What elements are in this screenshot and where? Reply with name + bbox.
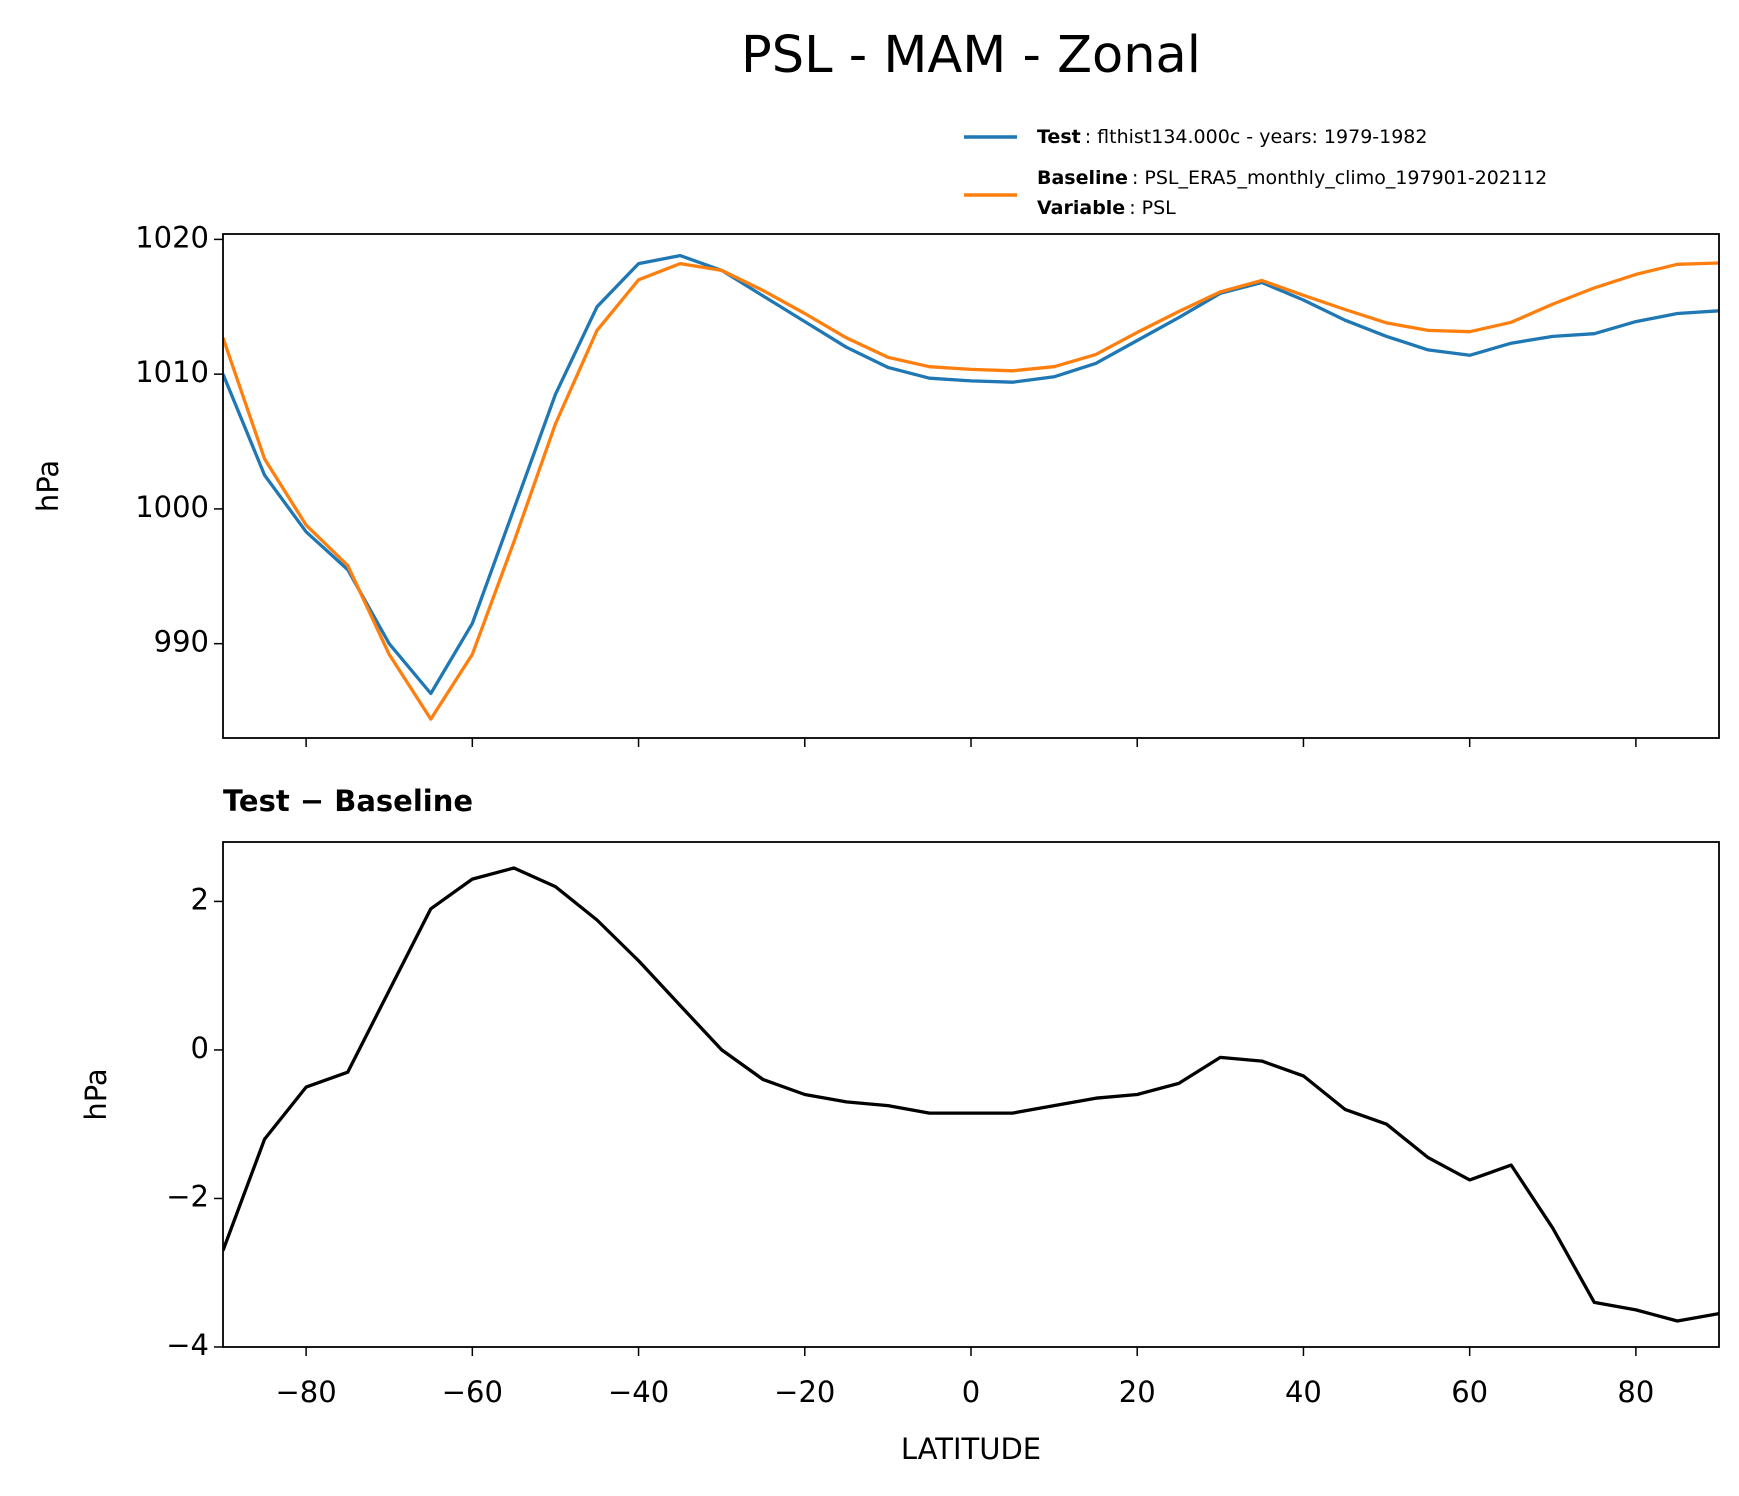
data-line (223, 866, 1719, 1323)
axes-frame (222, 233, 1720, 739)
y-axis-label: hPa (31, 460, 65, 512)
legend-description: : PSL_ERA5_monthly_climo_197901-202112 (1132, 167, 1547, 189)
subplot-title: Test − Baseline (223, 784, 473, 818)
y-tick-label: 0 (191, 1031, 209, 1065)
y-tick-label: 1010 (135, 355, 209, 389)
x-tick-label: −80 (276, 1375, 337, 1409)
y-tick-label: −4 (166, 1328, 209, 1362)
legend-entry: Variable: PSL (1037, 197, 1176, 219)
x-tick-label: −40 (608, 1375, 669, 1409)
y-tick-label: −2 (166, 1179, 209, 1213)
x-tick-label: 20 (1119, 1375, 1156, 1409)
plot-area (223, 253, 1719, 721)
y-tick-label: 2 (191, 882, 209, 916)
x-axis-label: LATITUDE (901, 1432, 1041, 1466)
legend-entry: Test: flthist134.000c - years: 1979-1982 (1037, 126, 1428, 148)
legend-name: Test (1037, 126, 1081, 148)
x-tick-label: 60 (1451, 1375, 1488, 1409)
series-line (223, 253, 1719, 696)
y-axis-label: hPa (79, 1068, 113, 1120)
legend-description: : PSL (1129, 197, 1176, 219)
x-tick-label: −20 (774, 1375, 835, 1409)
x-tick-label: 80 (1617, 1375, 1654, 1409)
series-line (223, 261, 1719, 721)
y-tick-label: 1000 (135, 490, 209, 524)
x-tick-label: −60 (442, 1375, 503, 1409)
legend-entry: Baseline: PSL_ERA5_monthly_climo_197901-… (1037, 167, 1547, 189)
axes-frame (222, 841, 1720, 1348)
figure-title: PSL - MAM - Zonal (741, 26, 1201, 85)
legend-description: : flthist134.000c - years: 1979-1982 (1085, 126, 1428, 148)
y-tick-label: 1020 (135, 220, 209, 254)
y-tick-label: 990 (154, 625, 209, 659)
plot-area (223, 866, 1719, 1323)
x-tick-label: 0 (962, 1375, 980, 1409)
legend-name: Baseline (1037, 167, 1128, 189)
x-tick-label: 40 (1285, 1375, 1322, 1409)
legend-name: Variable (1037, 197, 1125, 219)
